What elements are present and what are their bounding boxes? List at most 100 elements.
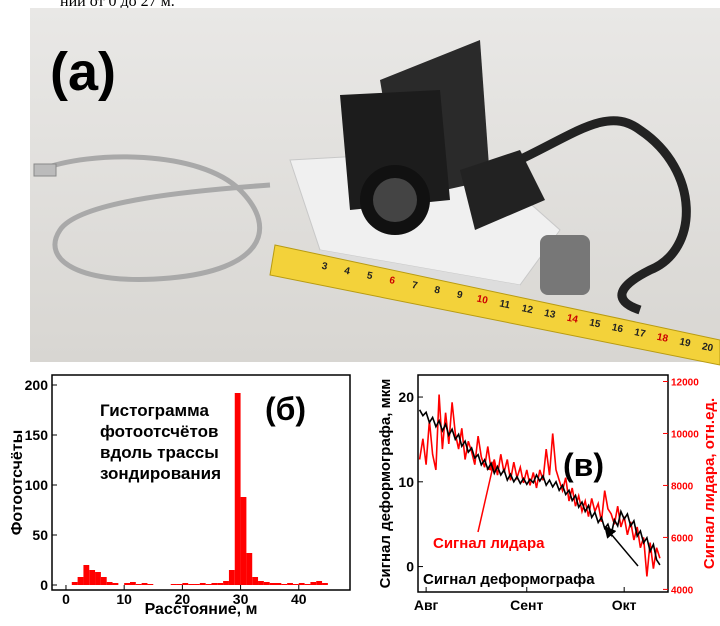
bar bbox=[129, 582, 136, 585]
y-axis-label: Фотоотсчёты bbox=[9, 430, 26, 536]
cable bbox=[468, 116, 691, 315]
bar bbox=[281, 584, 288, 585]
annotation: вдоль трассы bbox=[100, 443, 219, 462]
bar bbox=[292, 584, 299, 585]
x-tick-label: 0 bbox=[62, 591, 70, 607]
x-axis-label: Расстояние, м bbox=[145, 601, 258, 618]
bar bbox=[194, 584, 200, 585]
histogram-chart: 0 10 20 30 40 0 50 100 150 200 Расстояние, м Фотоот… bbox=[9, 374, 351, 618]
tape-number: 7 bbox=[411, 280, 419, 292]
bar bbox=[275, 583, 282, 585]
tape-number: 14 bbox=[566, 313, 580, 326]
annotation: Гистограмма bbox=[100, 401, 209, 420]
line-chart: Авг Сент Окт010204000600080001000012000Сиг… bbox=[377, 374, 718, 613]
plot-frame bbox=[417, 374, 669, 593]
tape-number: 12 bbox=[521, 303, 535, 316]
photo-label: (a) bbox=[50, 42, 116, 102]
bar bbox=[95, 572, 101, 585]
x-tick-label: 40 bbox=[291, 591, 307, 607]
tape-number: 5 bbox=[366, 270, 374, 282]
series-label: Сигнал деформографа bbox=[423, 571, 595, 588]
bar bbox=[258, 581, 264, 585]
tape-number: 6 bbox=[388, 275, 396, 287]
panel-label: (б) bbox=[265, 391, 306, 427]
bar bbox=[182, 583, 189, 585]
bar bbox=[83, 565, 90, 585]
x-tick-label: Авг bbox=[414, 597, 439, 613]
bar bbox=[310, 582, 317, 585]
bar bbox=[298, 583, 305, 585]
usb-plug bbox=[33, 163, 57, 177]
bar bbox=[124, 583, 130, 585]
x-tick-label: Сент bbox=[510, 597, 543, 613]
bar bbox=[77, 577, 84, 585]
bar bbox=[269, 583, 276, 585]
y-tick-label: 0 bbox=[40, 577, 48, 593]
bar bbox=[112, 583, 119, 585]
top-text: нии от 0 до 27 м. bbox=[60, 0, 175, 10]
bar bbox=[106, 582, 113, 585]
bar bbox=[287, 583, 293, 585]
photo: (a) 3 4 5 6 7 8 9 10 11 12 13 14 15 16 17 18 19 20 bbox=[30, 8, 720, 366]
series-line bbox=[418, 394, 661, 577]
lens-inner bbox=[373, 178, 417, 222]
tape-number: 8 bbox=[433, 285, 441, 297]
tape-numbers: 3 4 5 6 7 8 9 10 11 12 13 14 15 16 17 18 19 20 bbox=[321, 261, 715, 355]
bar bbox=[234, 393, 241, 585]
y2-tick-label: 6000 bbox=[671, 533, 694, 544]
bar bbox=[252, 577, 259, 585]
bar bbox=[240, 497, 247, 585]
y-tick-label: 200 bbox=[25, 377, 49, 393]
connector bbox=[540, 235, 590, 295]
tape-number: 15 bbox=[588, 317, 602, 330]
y-tick-label: 150 bbox=[25, 427, 49, 443]
bar bbox=[304, 584, 311, 585]
annotation: фотоотсчётов bbox=[100, 422, 218, 441]
bar bbox=[246, 553, 253, 585]
series-line bbox=[418, 409, 661, 566]
bar bbox=[228, 570, 235, 585]
bar bbox=[89, 570, 96, 585]
bar bbox=[199, 583, 206, 585]
y-tick-label: 10 bbox=[398, 474, 414, 490]
tape-number: 4 bbox=[343, 266, 351, 278]
bar bbox=[316, 581, 323, 585]
tape-number: 16 bbox=[611, 322, 625, 335]
annotation: зондирования bbox=[100, 464, 221, 483]
y2-tick-label: 12000 bbox=[671, 377, 699, 388]
y-tick-label: 50 bbox=[32, 527, 48, 543]
y2-axis-label: Сигнал лидара, отн.ед. bbox=[701, 398, 718, 569]
y-tick-label: 20 bbox=[398, 389, 414, 405]
tape-number: 3 bbox=[321, 261, 329, 273]
y-axis-label: Сигнал деформографа, мкм bbox=[377, 379, 394, 589]
bar bbox=[205, 584, 212, 585]
annotation-arrow bbox=[477, 459, 498, 533]
series-label: Сигнал лидара bbox=[433, 535, 545, 552]
x-tick-label: 20 bbox=[175, 591, 191, 607]
bar bbox=[147, 584, 154, 585]
bar bbox=[322, 583, 328, 585]
mount bbox=[460, 150, 545, 230]
bar bbox=[71, 582, 78, 585]
bar bbox=[135, 584, 142, 585]
tape-number: 20 bbox=[701, 341, 715, 354]
tape-measure bbox=[269, 244, 720, 366]
bar bbox=[217, 583, 224, 585]
tape-number: 18 bbox=[656, 332, 670, 345]
tape-number: 11 bbox=[498, 298, 511, 311]
panel-label: (в) bbox=[563, 447, 604, 483]
y2-tick-label: 4000 bbox=[671, 585, 694, 596]
y2-tick-label: 10000 bbox=[671, 429, 699, 440]
bar bbox=[263, 582, 270, 585]
bar bbox=[100, 577, 107, 585]
tape-number: 10 bbox=[476, 294, 490, 307]
bar bbox=[211, 583, 218, 585]
tape-number: 9 bbox=[456, 289, 464, 301]
tape-number: 13 bbox=[543, 308, 557, 321]
y-tick-label: 0 bbox=[406, 559, 414, 575]
tape-number: 19 bbox=[678, 337, 692, 350]
bar bbox=[176, 584, 183, 585]
bar bbox=[188, 584, 195, 585]
bar bbox=[141, 583, 148, 585]
